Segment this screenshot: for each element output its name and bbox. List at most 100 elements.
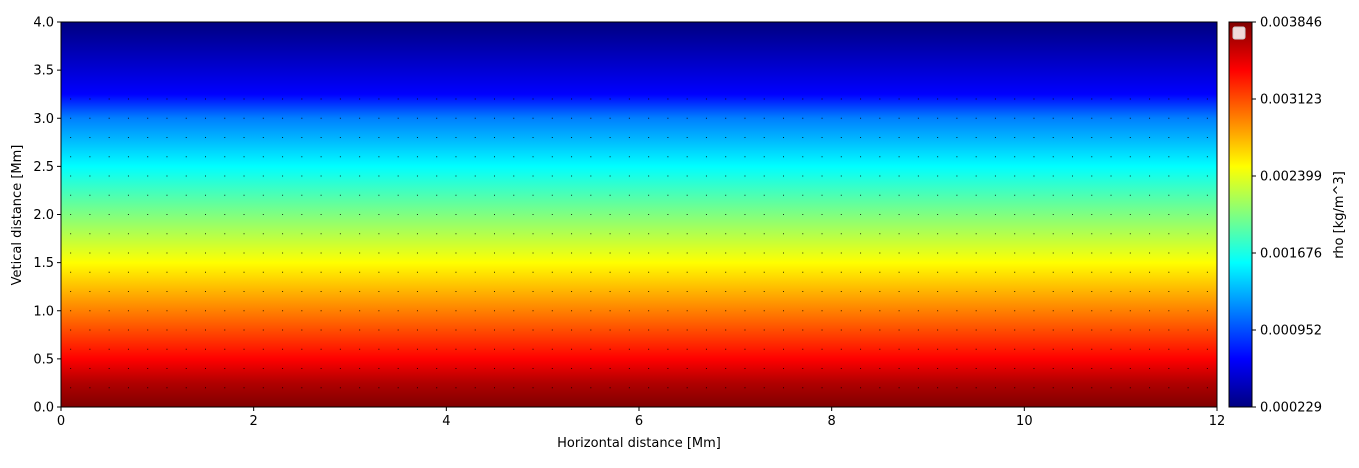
vector-dot <box>185 348 187 350</box>
vector-dot <box>147 214 149 215</box>
vector-dot <box>455 117 457 119</box>
vector-dot <box>1110 233 1112 235</box>
vector-dot <box>513 329 515 331</box>
vector-dot <box>320 98 322 100</box>
vector-dot <box>1206 98 1208 100</box>
vector-dot <box>783 137 784 138</box>
vector-dot <box>166 117 168 119</box>
vector-dot <box>532 233 534 235</box>
vector-dot <box>205 156 206 158</box>
vector-dot <box>1033 329 1035 331</box>
vector-dot <box>1187 156 1189 158</box>
vector-dot <box>243 252 245 254</box>
vector-dot <box>1072 98 1073 100</box>
vector-dot <box>224 137 226 138</box>
vector-dot <box>705 252 707 254</box>
vector-dot <box>359 156 361 158</box>
vector-dot <box>1014 117 1016 119</box>
vector-dot <box>127 310 129 312</box>
vector-dot <box>436 117 438 119</box>
vector-dot <box>1052 194 1054 196</box>
vector-dot <box>147 233 149 235</box>
vector-dot <box>821 368 823 369</box>
vector-dot <box>860 348 862 350</box>
vector-dot <box>1187 368 1189 369</box>
vector-dot <box>147 156 149 158</box>
vector-dot <box>89 291 91 292</box>
vector-dot <box>609 368 611 369</box>
vector-dot <box>725 310 727 312</box>
vector-dot <box>1091 310 1093 312</box>
vector-dot <box>70 175 72 177</box>
vector-dot <box>648 310 650 312</box>
vector-dot <box>744 233 746 235</box>
colorbar-frame <box>1228 21 1253 408</box>
vector-dot <box>917 233 919 235</box>
vector-dot <box>1168 117 1170 119</box>
vector-dot <box>1072 194 1073 196</box>
vector-dot <box>975 137 977 138</box>
vector-dot <box>455 368 457 369</box>
vector-dot <box>628 156 630 158</box>
vector-dot <box>262 291 264 292</box>
vector-dot <box>397 368 399 369</box>
vector-dot <box>879 194 881 196</box>
vector-dot <box>185 310 187 312</box>
vector-dot <box>571 137 573 138</box>
vector-dot <box>917 291 919 292</box>
vector-dot <box>1052 348 1054 350</box>
vector-dot <box>282 291 284 292</box>
vector-dot <box>1206 214 1208 215</box>
colorbar-tick-label: 0.003846 <box>1260 16 1322 31</box>
vector-dot <box>243 194 245 196</box>
vector-dot <box>571 98 573 100</box>
vector-dot <box>956 117 958 119</box>
vector-dot <box>725 387 727 389</box>
vector-dot <box>725 233 727 235</box>
vector-dot <box>359 98 361 100</box>
vector-dot <box>474 368 476 369</box>
vector-dot <box>571 156 573 158</box>
vector-dot <box>474 252 476 254</box>
vector-dot <box>840 156 842 158</box>
vector-dot <box>224 214 226 215</box>
vector-dot <box>917 310 919 312</box>
vector-dot <box>802 175 804 177</box>
vector-dot <box>705 156 707 158</box>
vector-dot <box>802 387 804 389</box>
vector-dot <box>648 271 650 273</box>
vector-dot <box>243 310 245 312</box>
vector-dot <box>898 194 900 196</box>
vector-dot <box>763 368 765 369</box>
vector-dot <box>339 387 341 389</box>
y-tick-label: 4.0 <box>33 16 54 31</box>
vector-dot <box>339 175 341 177</box>
vector-dot <box>1149 117 1151 119</box>
vector-dot <box>262 329 264 331</box>
vector-dot <box>339 368 341 369</box>
vector-dot <box>1206 194 1208 196</box>
vector-dot <box>725 271 727 273</box>
vector-dot <box>262 117 264 119</box>
vector-dot <box>860 137 862 138</box>
vector-dot <box>609 252 611 254</box>
vector-dot <box>70 117 72 119</box>
vector-dot <box>705 98 707 100</box>
vector-dot <box>667 271 669 273</box>
vector-dot <box>763 175 765 177</box>
vector-dot <box>1110 329 1112 331</box>
vector-dot <box>840 175 842 177</box>
vector-dot <box>1072 175 1073 177</box>
vector-dot <box>1014 329 1016 331</box>
vector-dot <box>648 368 650 369</box>
vector-dot <box>551 329 553 331</box>
vector-dot <box>1033 175 1035 177</box>
vector-dot <box>1033 98 1035 100</box>
vector-dot <box>1187 214 1189 215</box>
vector-dot <box>108 291 110 292</box>
vector-dot <box>1091 387 1093 389</box>
vector-dot <box>821 98 823 100</box>
vector-dot <box>802 156 804 158</box>
vector-dot <box>628 117 630 119</box>
vector-dot <box>1187 271 1189 273</box>
